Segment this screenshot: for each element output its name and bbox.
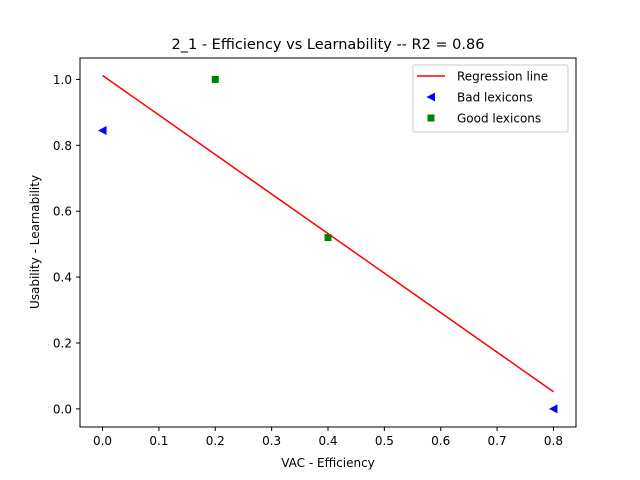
x-tick-label: 0.5 [375, 434, 394, 448]
legend-marker [427, 114, 435, 122]
good-lexicons-point [324, 234, 332, 242]
x-tick-label: 0.3 [262, 434, 281, 448]
x-tick-label: 0.7 [488, 434, 507, 448]
regression-line [102, 74, 554, 393]
legend-label: Good lexicons [457, 112, 541, 126]
legend-label: Regression line [457, 70, 548, 84]
x-tick-label: 0.4 [318, 434, 337, 448]
y-tick-label: 0.2 [53, 336, 72, 350]
legend-box [412, 64, 569, 133]
y-tick-label: 0.0 [53, 402, 72, 416]
legend-marker [426, 92, 435, 102]
x-tick-label: 0.1 [149, 434, 168, 448]
y-tick-label: 0.8 [53, 139, 72, 153]
x-tick-label: 0.6 [431, 434, 450, 448]
y-tick-label: 1.0 [53, 73, 72, 87]
chart-title: 2_1 - Efficiency vs Learnability -- R2 =… [172, 37, 485, 53]
y-tick-label: 0.6 [53, 205, 72, 219]
y-tick-label: 0.4 [53, 271, 72, 285]
x-tick-label: 0.2 [206, 434, 225, 448]
bad-lexicons-point [548, 404, 558, 414]
legend-label: Bad lexicons [457, 91, 533, 105]
legend: Regression line Bad lexicons Good lexicons [412, 64, 569, 133]
x-tick-label: 0.8 [544, 434, 563, 448]
x-axis-label: VAC - Efficiency [281, 456, 375, 470]
x-tick-label: 0.0 [93, 434, 112, 448]
y-axis-label: Usability - Learnability [28, 175, 42, 309]
plot-area: 0.0 0.1 0.2 0.3 0.4 0.5 0.6 0.7 0.8 0.0 0.2 0.4 0.6 0… [53, 57, 577, 448]
good-lexicons-point [211, 75, 219, 83]
bad-lexicons-point [98, 125, 107, 135]
